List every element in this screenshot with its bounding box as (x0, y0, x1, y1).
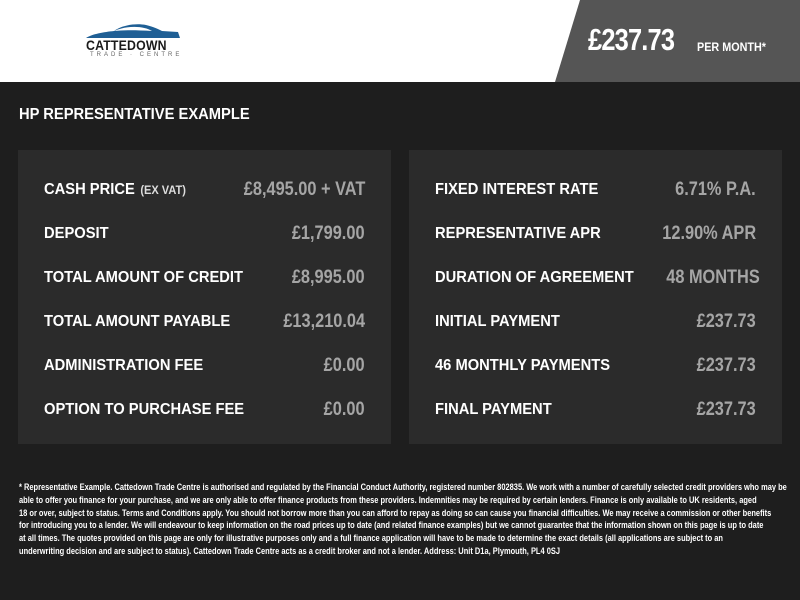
row-label: DURATION OF AGREEMENT (435, 269, 634, 286)
row-value: £8,995.00 (292, 267, 365, 288)
row-value: 48 MONTHS (666, 267, 760, 288)
row-value: £0.00 (324, 399, 365, 420)
row-label: DEPOSIT (44, 225, 109, 242)
page-title: HP REPRESENTATIVE EXAMPLE (19, 106, 250, 123)
row-total-credit: TOTAL AMOUNT OF CREDIT £8,995.00 (44, 265, 365, 291)
row-value: £0.00 (324, 355, 365, 376)
disclaimer-line: able to offer you finance for your purch… (19, 494, 757, 505)
finance-panel-left: CASH PRICE (EX VAT) £8,495.00 + VAT DEPOSI… (18, 150, 391, 444)
row-total-payable: TOTAL AMOUNT PAYABLE £13,210.04 (44, 309, 365, 335)
row-interest-rate: FIXED INTEREST RATE 6.71% P.A. (435, 177, 756, 203)
row-admin-fee: ADMINISTRATION FEE £0.00 (44, 353, 365, 379)
car-logo-icon (86, 24, 180, 38)
row-value: 12.90% APR (662, 223, 756, 244)
disclaimer-line: * Representative Example. Cattedown Trad… (19, 482, 787, 492)
disclaimer-line: at all times. The quotes provided on thi… (19, 533, 724, 544)
disclaimer-line: underwriting decision and are subject to… (19, 545, 561, 556)
row-monthly-payments: 46 MONTHLY PAYMENTS £237.73 (435, 353, 756, 379)
row-duration: DURATION OF AGREEMENT 48 MONTHS (435, 265, 760, 291)
per-month-label: PER MONTH* (697, 40, 767, 54)
row-label: OPTION TO PURCHASE FEE (44, 401, 245, 418)
brand-subtitle: TRADE · CENTRE (90, 52, 183, 58)
row-label: TOTAL AMOUNT OF CREDIT (44, 269, 243, 286)
row-apr: REPRESENTATIVE APR 12.90% APR (435, 221, 756, 247)
row-cash-price: CASH PRICE (EX VAT) £8,495.00 + VAT (44, 177, 365, 203)
row-label: TOTAL AMOUNT PAYABLE (44, 313, 231, 330)
disclaimer: * Representative Example. Cattedown Trad… (19, 481, 800, 558)
finance-panel-right: FIXED INTEREST RATE 6.71% P.A. REPRESENTA… (409, 150, 782, 444)
row-label: REPRESENTATIVE APR (435, 225, 601, 242)
brand-name: CATTEDOWN (86, 37, 167, 53)
price-banner (555, 0, 800, 82)
row-label: FINAL PAYMENT (435, 401, 552, 418)
row-label: CASH PRICE (44, 181, 135, 198)
disclaimer-line: for introducing you to a lender. We will… (19, 520, 764, 531)
row-label: 46 MONTHLY PAYMENTS (435, 357, 611, 374)
row-value: £237.73 (696, 355, 756, 376)
disclaimer-line: 18 or over, subject to status. Terms and… (19, 507, 772, 518)
row-option-fee: OPTION TO PURCHASE FEE £0.00 (44, 397, 365, 423)
row-value: £237.73 (696, 311, 756, 332)
row-final-payment: FINAL PAYMENT £237.73 (435, 397, 756, 423)
row-value: £1,799.00 (292, 223, 365, 244)
row-label: ADMINISTRATION FEE (44, 357, 204, 374)
row-value: £13,210.04 (283, 311, 365, 332)
row-initial-payment: INITIAL PAYMENT £237.73 (435, 309, 756, 335)
monthly-price: £237.73 (588, 22, 675, 57)
row-note: (EX VAT) (140, 183, 186, 197)
row-value: £8,495.00 + VAT (243, 179, 365, 200)
row-label: INITIAL PAYMENT (435, 313, 560, 330)
row-value: £237.73 (696, 399, 756, 420)
row-value: 6.71% P.A. (675, 179, 756, 200)
row-deposit: DEPOSIT £1,799.00 (44, 221, 365, 247)
row-label: FIXED INTEREST RATE (435, 181, 599, 198)
